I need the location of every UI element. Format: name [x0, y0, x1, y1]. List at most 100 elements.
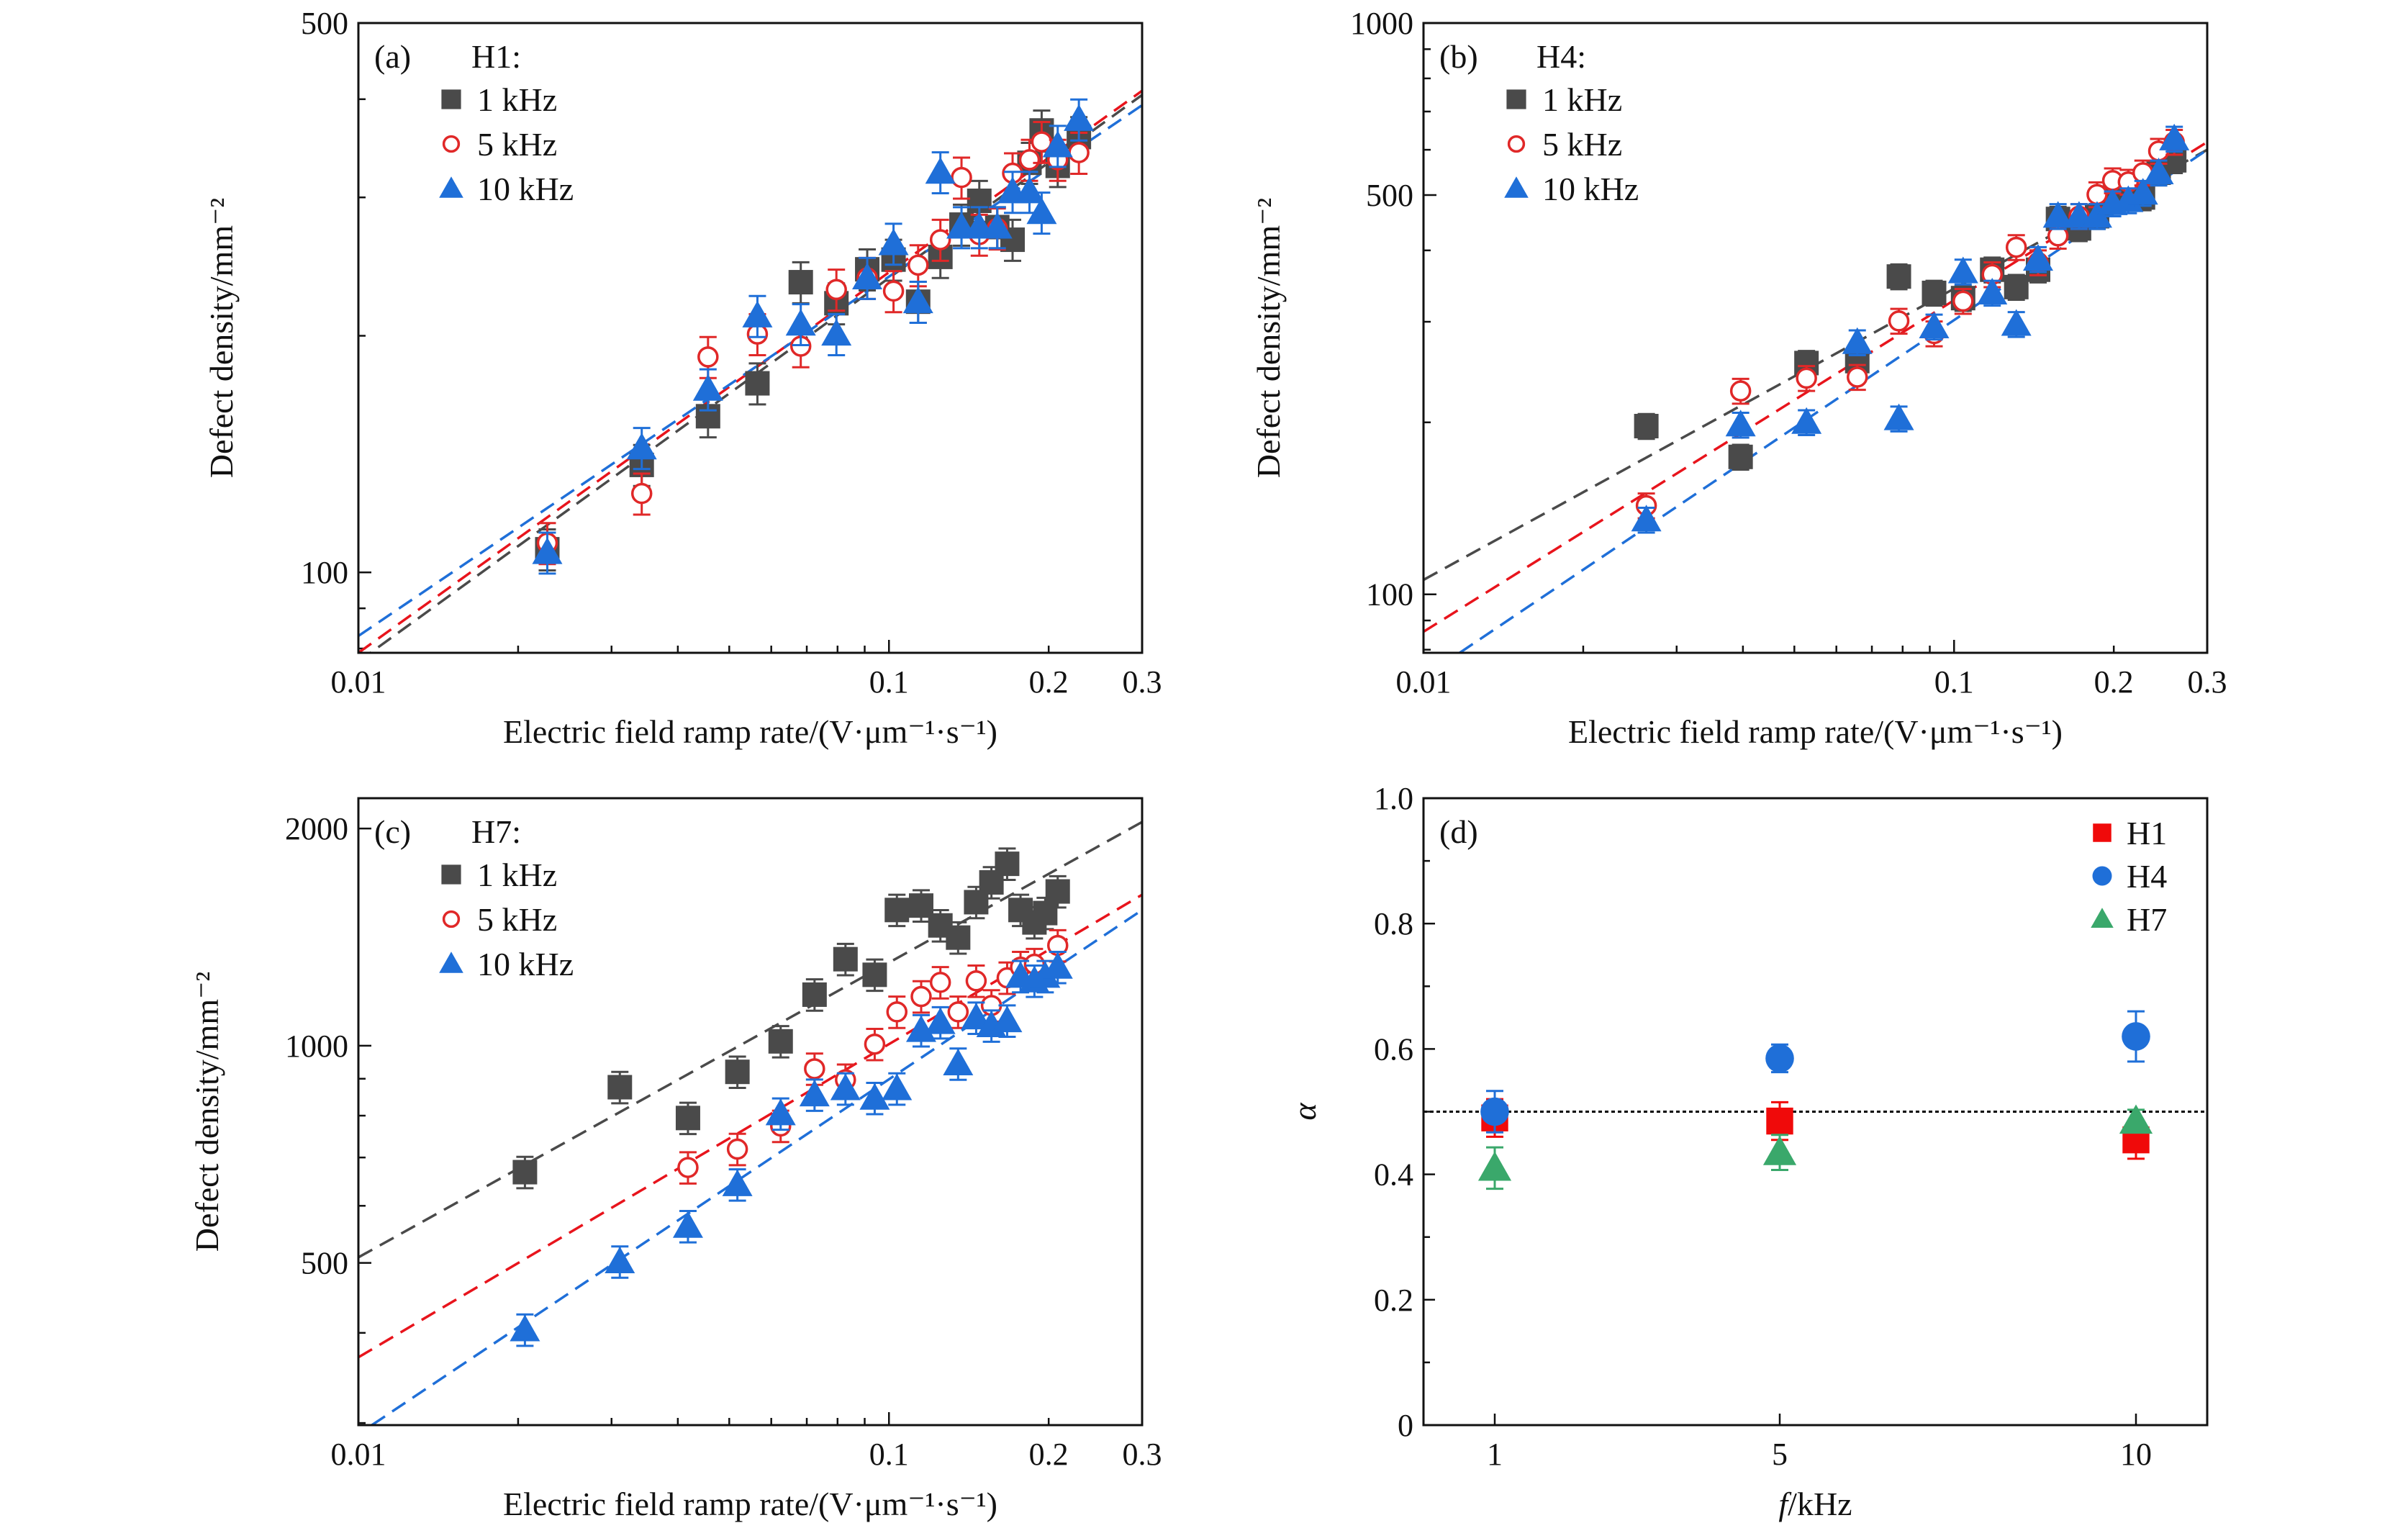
data-point	[1033, 900, 1058, 926]
data-point	[799, 1080, 830, 1107]
data-point	[1919, 311, 1950, 338]
data-point	[1634, 414, 1659, 439]
data-point	[884, 898, 910, 923]
data-point	[675, 1106, 700, 1131]
data-point	[2005, 236, 2027, 258]
data-point	[692, 374, 723, 401]
data-point	[742, 300, 773, 327]
y-tick-label: 0.2	[1374, 1283, 1413, 1318]
legend-label: H1	[2127, 815, 2167, 851]
x-axis-label: Electric field ramp rate/(V·μm⁻¹·s⁻¹)	[503, 713, 997, 750]
data-point	[697, 346, 719, 368]
data-point	[510, 1314, 540, 1342]
data-point	[882, 1073, 913, 1101]
data-point	[859, 1083, 890, 1110]
data-point	[2127, 178, 2158, 205]
legend-title: H1:	[471, 38, 521, 75]
data-point	[2022, 244, 2053, 271]
legend-marker	[1507, 135, 1526, 153]
legend-label: 5 kHz	[477, 126, 557, 163]
x-tick-label: 0.1	[869, 664, 909, 700]
data-point	[726, 1138, 748, 1160]
data-point	[1762, 1136, 1797, 1165]
y-tick-label: 1.0	[1374, 781, 1413, 816]
data-point	[882, 280, 905, 302]
data-point	[864, 1033, 886, 1055]
chart-panel-d: 1 5 10 0 0.2 0.4 0.6 0.8 1.0 f/kHz α (d) H1 H4 H7	[1286, 781, 2209, 1522]
data-point	[995, 851, 1020, 877]
legend-marker	[1506, 89, 1526, 109]
y-axis-label: Defect density/mm⁻²	[189, 972, 225, 1252]
data-point	[1888, 310, 1910, 332]
x-tick-label: 0.2	[2094, 664, 2134, 700]
legend-marker	[442, 135, 461, 153]
chart-panel-a: 0.01 0.1 0.2 0.3 100 500 Electric field ramp r…	[203, 6, 1162, 750]
data-point	[929, 972, 951, 993]
data-point	[929, 229, 951, 250]
data-point	[1947, 256, 1978, 284]
legend: H4: 1 kHz 5 kHz 10 kHz	[1504, 38, 1639, 207]
data-point	[947, 1001, 969, 1023]
legend-label: 1 kHz	[477, 857, 557, 893]
data-point	[1480, 1097, 1509, 1126]
x-tick-label: 0.2	[1029, 664, 1069, 700]
x-tick-label: 0.01	[331, 664, 386, 700]
data-point	[1796, 367, 1817, 389]
data-point	[1014, 176, 1045, 204]
legend: H1: 1 kHz 5 kHz 10 kHz	[439, 38, 574, 207]
data-point	[905, 1015, 936, 1042]
data-point	[2086, 184, 2108, 206]
plot-frame	[1422, 22, 2209, 654]
data-point	[862, 962, 887, 988]
legend-title: H7:	[471, 813, 521, 850]
legend-marker	[442, 910, 461, 928]
data-point	[802, 982, 827, 1007]
data-point	[1766, 1107, 1793, 1135]
y-tick-label: 500	[301, 6, 348, 41]
data-point	[852, 263, 883, 290]
legend-marker	[2091, 908, 2114, 928]
data-point	[2119, 1104, 2153, 1134]
series-5-khz	[1635, 129, 2185, 520]
x-axis-label: Electric field ramp rate/(V·μm⁻¹·s⁻¹)	[1568, 713, 2063, 750]
fit-line-1	[368, 94, 1142, 653]
data-point	[878, 228, 909, 256]
x-axis-label: f/kHz	[1778, 1486, 1852, 1522]
ticks	[357, 827, 1144, 1425]
data-point	[902, 286, 933, 314]
data-point	[982, 212, 1013, 239]
legend-marker	[439, 176, 463, 198]
data-point	[512, 1160, 538, 1185]
data-point	[2042, 201, 2073, 228]
legend-label: H7	[2127, 901, 2167, 938]
data-point	[765, 1098, 796, 1126]
plot-frame	[1422, 797, 2209, 1427]
data-point	[677, 1157, 699, 1178]
data-point	[907, 254, 929, 276]
data-point	[630, 482, 653, 505]
data-point	[2001, 309, 2032, 336]
ticks	[1422, 22, 2209, 653]
data-point	[1842, 327, 1873, 354]
data-point	[910, 985, 932, 1008]
y-tick-label: 0	[1398, 1408, 1413, 1443]
data-point	[961, 1003, 992, 1030]
series-10-khz	[532, 98, 1095, 575]
series-h1	[1481, 1098, 2150, 1160]
x-tick-label: 0.3	[1123, 664, 1162, 700]
legend-marker	[2092, 866, 2112, 886]
data-point	[821, 319, 852, 346]
y-tick-label: 1000	[285, 1029, 348, 1064]
data-point	[951, 166, 972, 189]
legend-label: 10 kHz	[1542, 171, 1639, 207]
series-1-khz	[512, 847, 1070, 1190]
data-point	[1728, 444, 1753, 469]
data-point	[725, 1059, 750, 1085]
fit-line-3	[371, 908, 1142, 1425]
y-tick-label: 0.6	[1374, 1031, 1413, 1067]
data-point	[1729, 380, 1752, 402]
y-tick-label: 500	[1366, 178, 1413, 213]
x-tick-label: 0.3	[1123, 1437, 1162, 1472]
x-tick-label: 10	[2120, 1437, 2152, 1472]
data-point	[1064, 104, 1095, 131]
